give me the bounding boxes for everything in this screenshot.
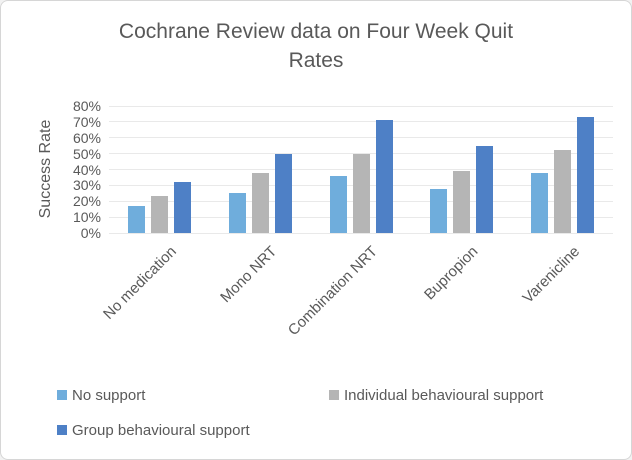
bar-group-behavioural-support-no-medication	[173, 182, 191, 233]
x-category-label: Mono NRT	[217, 243, 281, 307]
x-category-label: Combination NRT	[284, 243, 382, 340]
gridline-0%	[109, 232, 613, 234]
legend-marker-group-support	[57, 425, 67, 435]
bar-no-support-no-medication	[127, 206, 145, 233]
bar-group-behavioural-support-bupropion	[476, 145, 494, 233]
bar-individual-behavioural-support-no-medication	[150, 196, 168, 233]
bar-group-behavioural-support-combination-nrt	[375, 120, 393, 233]
x-category-label: Bupropion	[421, 243, 482, 304]
legend-label-group-support: Group behavioural support	[72, 422, 250, 439]
legend-marker-no-support	[57, 390, 67, 400]
gridline-60%	[109, 137, 613, 139]
y-tick-label: 30%	[72, 177, 101, 194]
y-tick-label: 40%	[72, 161, 101, 178]
legend-item-group-support: Group behavioural support	[57, 422, 250, 439]
legend-item-individual-support: Individual behavioural support	[329, 387, 543, 404]
bar-no-support-combination-nrt	[329, 175, 347, 233]
chart-title-line1: Cochrane Review data on Four Week Quit	[118, 20, 514, 43]
bar-group-behavioural-support-varenicline	[577, 117, 595, 233]
gridline-70%	[109, 121, 613, 123]
y-tick-label: 10%	[72, 209, 101, 226]
bar-no-support-bupropion	[430, 188, 448, 233]
bar-individual-behavioural-support-bupropion	[453, 171, 471, 233]
y-tick-label: 50%	[72, 145, 101, 162]
legend-label-no-support: No support	[72, 387, 146, 404]
y-tick-label: 70%	[72, 113, 101, 130]
bar-group-behavioural-support-mono-nrt	[274, 153, 292, 233]
y-tick-label: 20%	[72, 193, 101, 210]
y-tick-label: 0%	[80, 225, 101, 241]
y-tick-label: 80%	[72, 98, 101, 114]
bar-no-support-varenicline	[531, 172, 549, 233]
legend-item-no-support: No support	[57, 387, 145, 404]
x-category-label: Varenicline	[518, 243, 583, 307]
bar-individual-behavioural-support-combination-nrt	[352, 153, 370, 233]
bar-no-support-mono-nrt	[228, 193, 246, 233]
y-tick-label: 60%	[72, 129, 101, 146]
chart-title-line2: Rates	[288, 49, 344, 72]
legend-marker-individual-support	[329, 390, 339, 400]
bar-individual-behavioural-support-varenicline	[554, 150, 572, 233]
gridline-80%	[109, 105, 613, 107]
chart-title: Cochrane Review data on Four Week Quit R…	[1, 17, 631, 75]
legend-label-individual-support: Individual behavioural support	[344, 387, 544, 404]
bar-individual-behavioural-support-mono-nrt	[251, 172, 269, 233]
x-category-label: No medication	[99, 243, 180, 323]
